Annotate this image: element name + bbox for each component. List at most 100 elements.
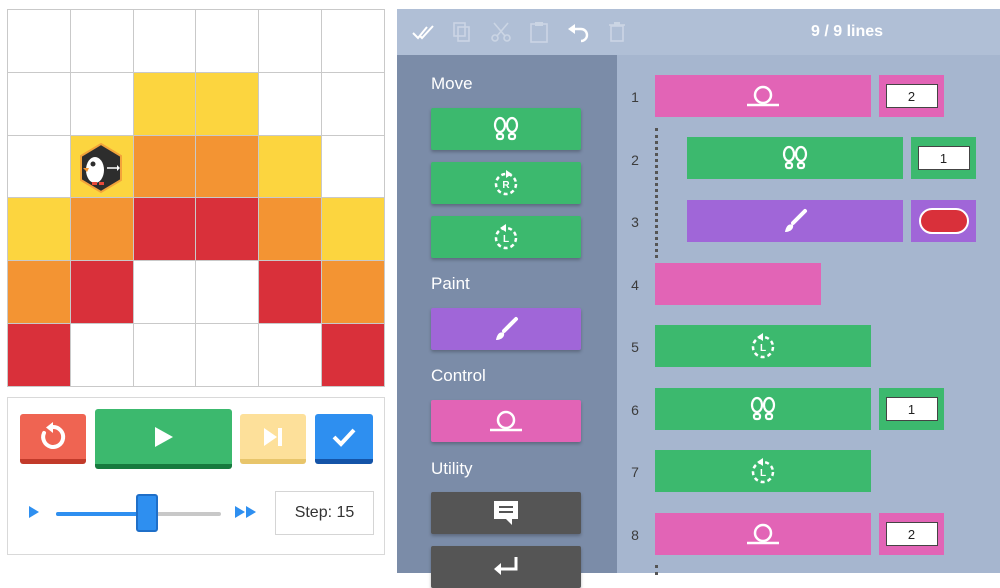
svg-text:L: L bbox=[760, 343, 766, 354]
grid-cell bbox=[196, 135, 259, 198]
reset-icon bbox=[41, 421, 66, 449]
trash-icon[interactable] bbox=[608, 21, 626, 43]
grid-cell bbox=[133, 324, 196, 386]
speed-slider-fill bbox=[56, 512, 147, 516]
repeat-block[interactable] bbox=[655, 513, 871, 555]
paint-color-swatch[interactable] bbox=[918, 208, 969, 234]
repeat-block[interactable] bbox=[655, 75, 871, 117]
move-forward-block[interactable] bbox=[687, 137, 903, 179]
slow-speed-icon bbox=[29, 506, 39, 518]
move-forward-block[interactable] bbox=[655, 388, 871, 430]
undo-icon[interactable] bbox=[567, 21, 589, 43]
line-number: 8 bbox=[631, 527, 639, 543]
utility-heading: Utility bbox=[431, 459, 473, 478]
grid-cell bbox=[70, 324, 133, 386]
palette-repeat-block[interactable] bbox=[431, 400, 581, 442]
grid-cell bbox=[8, 261, 70, 324]
check-button[interactable] bbox=[315, 414, 373, 464]
repeat-count-param[interactable]: 2 bbox=[879, 75, 944, 117]
paintbrush-icon bbox=[496, 317, 518, 340]
grid-cell bbox=[259, 135, 322, 198]
paint-color-param[interactable] bbox=[911, 200, 976, 242]
line-number: 1 bbox=[631, 89, 639, 105]
grid-cell bbox=[133, 198, 196, 261]
block-palette: Move R L Paint Control bbox=[397, 55, 617, 588]
move-steps-param[interactable]: 1 bbox=[911, 137, 976, 179]
copy-icon[interactable] bbox=[452, 21, 472, 43]
paint-block[interactable] bbox=[687, 200, 903, 242]
footsteps-icon bbox=[750, 396, 776, 421]
loop-icon bbox=[490, 410, 522, 432]
grid-cell bbox=[196, 261, 259, 324]
palette-newline-block[interactable] bbox=[431, 546, 581, 588]
grid-cell bbox=[8, 10, 70, 72]
move-steps-param[interactable]: 1 bbox=[879, 388, 944, 430]
grid-cell bbox=[196, 10, 259, 72]
control-heading: Control bbox=[431, 366, 486, 385]
move-steps-input[interactable]: 1 bbox=[885, 397, 938, 421]
run-controls: Step: 15 bbox=[7, 397, 385, 555]
grid-cell bbox=[133, 135, 196, 198]
play-icon bbox=[154, 426, 173, 447]
line-number: 2 bbox=[631, 152, 639, 168]
loop-icon bbox=[747, 85, 779, 107]
turn-right-icon: R bbox=[494, 170, 518, 196]
grid-cell bbox=[70, 198, 133, 261]
grid-cell bbox=[70, 10, 133, 72]
grid-cell bbox=[322, 324, 384, 386]
run-button[interactable] bbox=[95, 409, 232, 469]
svg-text:L: L bbox=[503, 234, 509, 245]
paint-heading: Paint bbox=[431, 274, 470, 293]
fast-speed-icon bbox=[235, 506, 256, 518]
speed-slider[interactable] bbox=[56, 494, 221, 532]
grid-cell bbox=[322, 10, 384, 72]
grid-cell bbox=[133, 72, 196, 135]
cut-icon[interactable] bbox=[490, 21, 512, 43]
repeat-count-input[interactable]: 2 bbox=[885, 522, 938, 546]
grid-cell bbox=[259, 324, 322, 386]
line-number: 6 bbox=[631, 402, 639, 418]
repeat-count-param[interactable]: 2 bbox=[879, 513, 944, 555]
nesting-indicator bbox=[655, 565, 658, 575]
footsteps-icon bbox=[782, 145, 808, 170]
turn-left-icon: L bbox=[751, 458, 775, 484]
grid-cell bbox=[322, 261, 384, 324]
select-all-icon[interactable] bbox=[411, 21, 435, 43]
reset-button[interactable] bbox=[20, 414, 86, 464]
return-icon bbox=[494, 557, 518, 575]
paste-icon[interactable] bbox=[529, 21, 549, 43]
grid-cell bbox=[259, 261, 322, 324]
palette-turn-left-block[interactable]: L bbox=[431, 216, 581, 258]
grid-cell bbox=[322, 72, 384, 135]
turn-left-icon: L bbox=[751, 333, 775, 359]
step-forward-button[interactable] bbox=[240, 414, 306, 464]
grid-cell bbox=[70, 72, 133, 135]
move-steps-input[interactable]: 1 bbox=[917, 146, 970, 170]
palette-turn-right-block[interactable]: R bbox=[431, 162, 581, 204]
line-number: 4 bbox=[631, 277, 639, 293]
move-heading: Move bbox=[431, 74, 473, 93]
comment-icon bbox=[494, 501, 518, 525]
repeat-count-input[interactable]: 2 bbox=[885, 84, 938, 108]
palette-move-forward-block[interactable] bbox=[431, 108, 581, 150]
speed-slider-knob[interactable] bbox=[135, 494, 158, 532]
grid-cell bbox=[133, 261, 196, 324]
turn-left-block[interactable]: L bbox=[655, 450, 871, 492]
step-forward-icon bbox=[264, 427, 282, 446]
line-number: 7 bbox=[631, 464, 639, 480]
turn-left-block[interactable]: L bbox=[655, 325, 871, 367]
palette-comment-block[interactable] bbox=[431, 492, 581, 534]
line-number: 5 bbox=[631, 339, 639, 355]
grid-cell bbox=[196, 198, 259, 261]
editor-toolbar: 9 / 9 lines bbox=[397, 9, 1000, 55]
end-repeat-block[interactable] bbox=[655, 263, 821, 305]
turn-left-icon: L bbox=[494, 224, 518, 250]
grid-cell bbox=[8, 135, 70, 198]
grid-cell bbox=[196, 72, 259, 135]
footsteps-icon bbox=[493, 116, 519, 141]
svg-text:L: L bbox=[760, 468, 766, 479]
paint-grid bbox=[7, 9, 385, 387]
grid-cell bbox=[259, 10, 322, 72]
grid-cell bbox=[322, 198, 384, 261]
palette-paint-block[interactable] bbox=[431, 308, 581, 350]
